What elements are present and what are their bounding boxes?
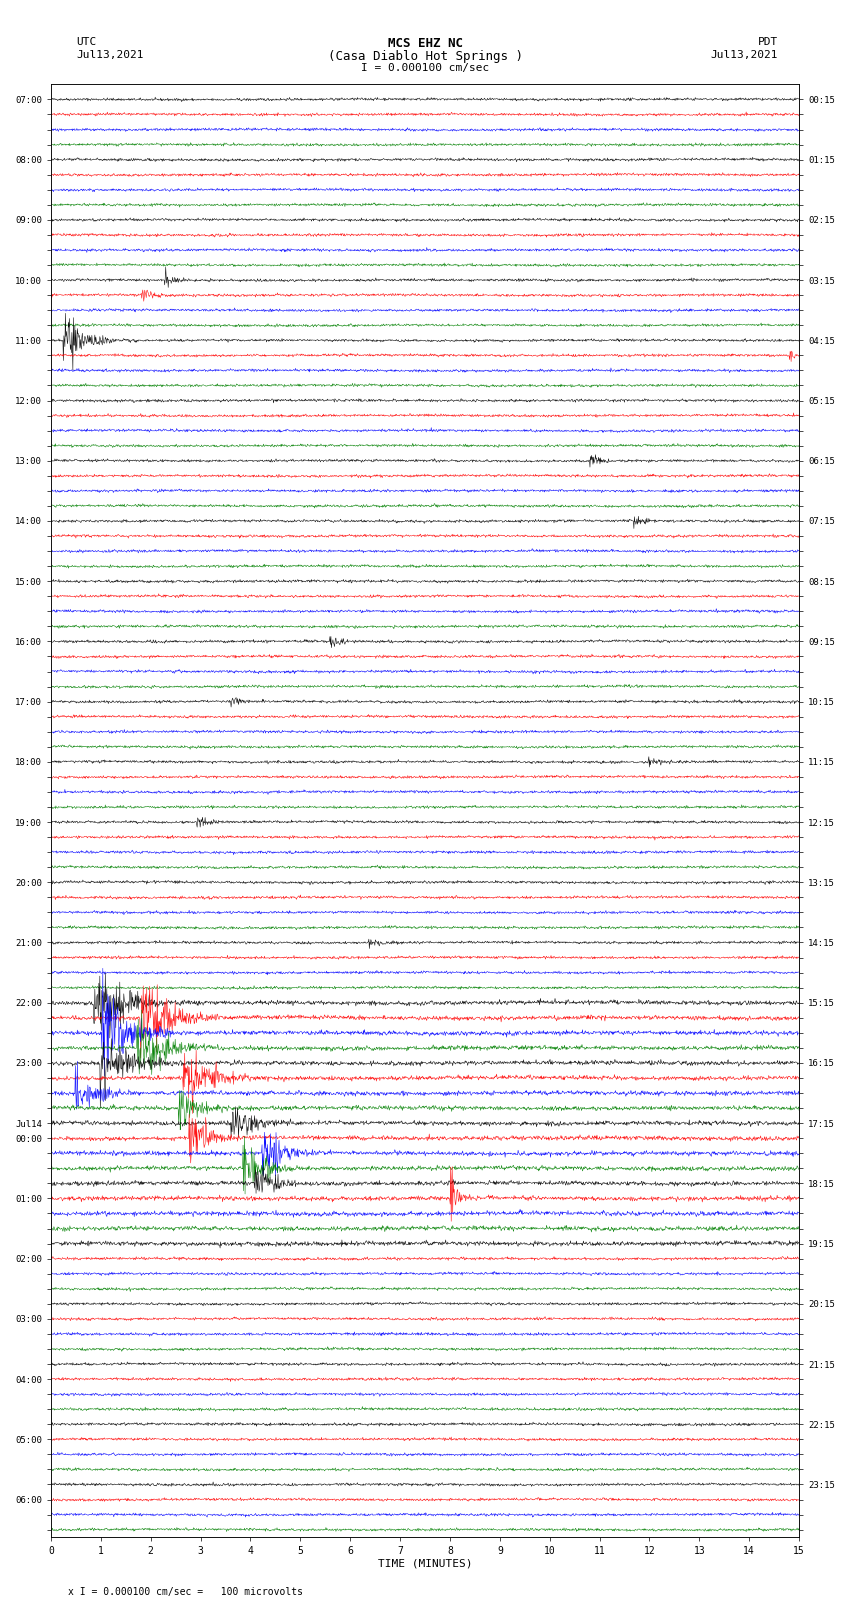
Text: Jul13,2021: Jul13,2021: [76, 50, 144, 60]
Text: x I = 0.000100 cm/sec =   100 microvolts: x I = 0.000100 cm/sec = 100 microvolts: [68, 1587, 303, 1597]
Text: (Casa Diablo Hot Springs ): (Casa Diablo Hot Springs ): [327, 50, 523, 63]
X-axis label: TIME (MINUTES): TIME (MINUTES): [377, 1560, 473, 1569]
Text: MCS EHZ NC: MCS EHZ NC: [388, 37, 462, 50]
Text: PDT: PDT: [757, 37, 778, 47]
Text: I = 0.000100 cm/sec: I = 0.000100 cm/sec: [361, 63, 489, 73]
Text: UTC: UTC: [76, 37, 97, 47]
Text: Jul13,2021: Jul13,2021: [711, 50, 778, 60]
